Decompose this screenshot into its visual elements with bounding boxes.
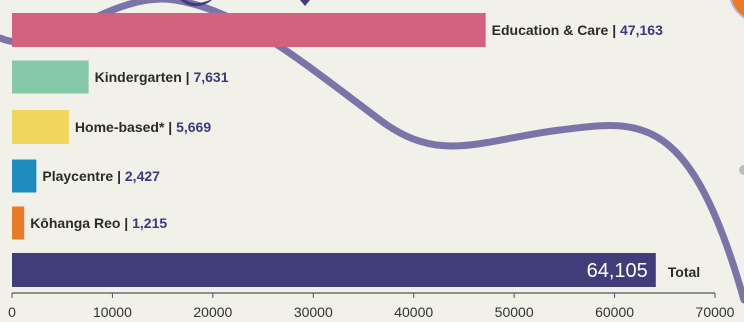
category-name-education-care: Education & Care <box>492 22 609 38</box>
label-separator: | <box>113 168 125 184</box>
x-axis: 0 10000 20000 30000 40000 50000 60000 70000 <box>8 292 735 320</box>
bar-total <box>12 253 656 287</box>
category-value-playcentre: 2,427 <box>125 168 160 184</box>
bar-home-based <box>12 110 69 144</box>
decorative-background <box>0 0 744 304</box>
category-value-kindergarten: 7,631 <box>193 69 228 85</box>
bar-label-education-care: Education & Care | 47,163 <box>492 22 663 38</box>
bar-kohanga-reo <box>12 206 25 240</box>
x-tick-label: 50000 <box>495 304 534 320</box>
x-tick-label: 30000 <box>294 304 333 320</box>
bar-label-kohanga-reo: Kōhanga Reo | 1,215 <box>30 215 167 231</box>
category-value-education-care: 47,163 <box>620 22 663 38</box>
label-separator: | <box>608 22 620 38</box>
total-value-label: 64,105 <box>587 260 648 282</box>
category-value-home-based: 5,669 <box>176 119 211 135</box>
bar-education-care <box>12 13 486 47</box>
bar-kindergarten <box>12 60 89 94</box>
category-name-kohanga-reo: Kōhanga Reo <box>30 215 120 231</box>
x-tick-label: 60000 <box>595 304 634 320</box>
x-tick-label: 40000 <box>394 304 433 320</box>
x-tick-label: 20000 <box>193 304 232 320</box>
bars-group <box>12 13 656 287</box>
bar-label-home-based: Home-based* | 5,669 <box>75 119 211 135</box>
label-separator: | <box>120 215 132 231</box>
category-value-kohanga-reo: 1,215 <box>132 215 167 231</box>
category-name-playcentre: Playcentre <box>42 168 113 184</box>
category-name-home-based: Home-based* <box>75 119 165 135</box>
bar-playcentre <box>12 159 37 193</box>
orange-decorative-circle <box>730 0 744 19</box>
x-tick-label: 10000 <box>93 304 132 320</box>
x-tick-label: 0 <box>8 304 16 320</box>
decorative-curve <box>0 0 744 304</box>
small-decorative-dot <box>739 165 744 175</box>
bar-labels-group: Education & Care | 47,163 Kindergarten | … <box>30 22 700 282</box>
bar-label-kindergarten: Kindergarten | 7,631 <box>95 69 229 85</box>
label-separator: | <box>164 119 176 135</box>
bar-label-playcentre: Playcentre | 2,427 <box>42 168 160 184</box>
category-name-kindergarten: Kindergarten <box>95 69 182 85</box>
x-tick-label: 70000 <box>696 304 735 320</box>
top-title-fragment-2 <box>300 0 310 6</box>
label-separator: | <box>182 69 194 85</box>
top-title-fragment <box>180 0 212 7</box>
total-category-label: Total <box>668 264 700 280</box>
